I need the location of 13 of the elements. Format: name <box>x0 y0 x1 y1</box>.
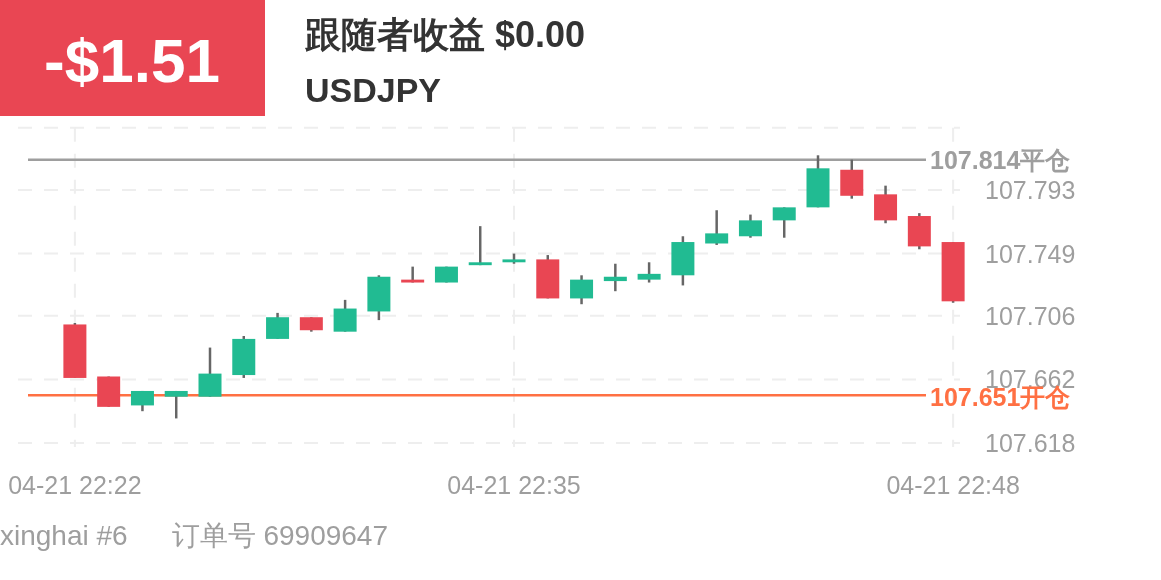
y-tick-label: 107.749 <box>985 239 1076 268</box>
x-tick-label: 04-21 22:48 <box>886 471 1020 499</box>
ref-line-label: 107.814平仓 <box>930 145 1071 174</box>
y-tick-label: 107.618 <box>985 429 1076 457</box>
text: -$1.51 <box>44 25 220 95</box>
y-tick-label: 107.793 <box>985 176 1076 204</box>
chart-title: 跟随者收益 $0.00 <box>304 14 586 55</box>
x-tick-label: 04-21 22:35 <box>447 471 581 499</box>
y-tick-label: 107.706 <box>985 301 1076 330</box>
x-tick-label: 04-21 22:22 <box>8 471 142 499</box>
text: xinghai #6 <box>0 520 128 551</box>
chart-subtitle: USDJPY <box>305 71 442 109</box>
text: 订单号 69909647 <box>171 520 389 551</box>
